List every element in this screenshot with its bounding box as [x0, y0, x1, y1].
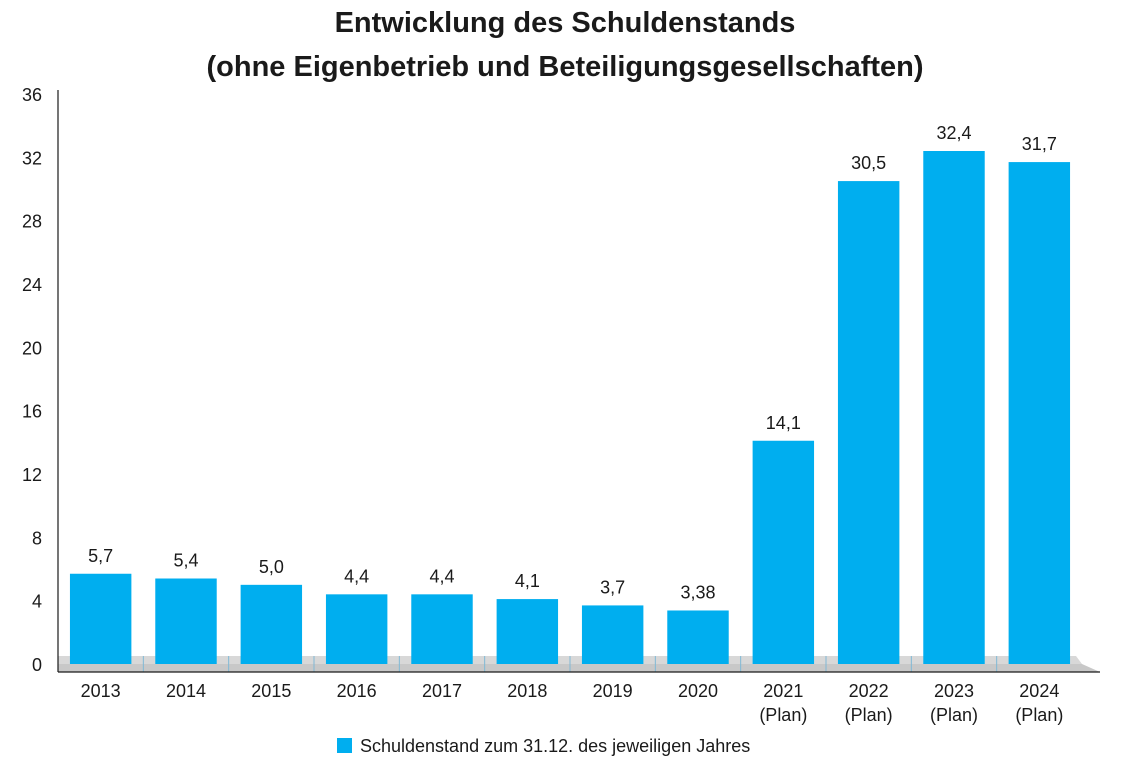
x-tick-label: 2018	[507, 681, 547, 701]
chart-title: Entwicklung des Schuldenstands	[335, 7, 796, 39]
x-tick-label: 2014	[166, 681, 206, 701]
data-label: 5,7	[88, 546, 113, 566]
y-tick-label: 36	[22, 85, 42, 105]
x-tick-label: 2024	[1019, 681, 1059, 701]
bar	[667, 610, 729, 664]
y-tick-label: 28	[22, 212, 42, 232]
bar	[155, 578, 217, 664]
y-tick-label: 16	[22, 402, 42, 422]
data-label: 4,4	[429, 566, 454, 586]
bar	[581, 605, 644, 664]
data-label: 32,4	[936, 123, 971, 143]
bar	[69, 573, 132, 664]
bar	[923, 151, 985, 664]
bar	[837, 181, 900, 665]
data-label: 3,38	[680, 582, 715, 602]
data-label: 5,4	[173, 551, 198, 571]
x-tick-label: 2013	[81, 681, 121, 701]
bar	[325, 594, 388, 664]
bar	[1008, 162, 1071, 665]
x-tick-label: 2015	[251, 681, 291, 701]
x-tick-label: 2016	[337, 681, 377, 701]
y-tick-label: 0	[32, 655, 42, 675]
bars-group: 5,7 5,4 5,0 4,4 4,4 4,1 3,7 3,38 14,1 30,5 32,4 31,…	[69, 123, 1071, 665]
legend-swatch	[337, 738, 352, 753]
x-tick-label: 2023	[934, 681, 974, 701]
data-label: 4,4	[344, 566, 369, 586]
x-tick-label: 2022	[849, 681, 889, 701]
x-tick-label: 2017	[422, 681, 462, 701]
x-tick-label: 2021	[763, 681, 803, 701]
data-label: 14,1	[766, 413, 801, 433]
y-tick-label: 24	[22, 275, 42, 295]
chart-floor	[58, 656, 1100, 672]
data-label: 3,7	[600, 577, 625, 597]
legend-label: Schuldenstand zum 31.12. des jeweiligen …	[360, 736, 750, 756]
x-tick-note: (Plan)	[1015, 705, 1063, 725]
x-tick-note: (Plan)	[930, 705, 978, 725]
x-tick-label: 2019	[593, 681, 633, 701]
y-tick-label: 12	[22, 465, 42, 485]
legend: Schuldenstand zum 31.12. des jeweiligen …	[337, 736, 750, 756]
y-tick-label: 32	[22, 148, 42, 168]
bar	[496, 599, 559, 664]
bar	[240, 584, 303, 664]
floor-front	[58, 664, 1100, 672]
data-label: 5,0	[259, 557, 284, 577]
x-tick-note: (Plan)	[845, 705, 893, 725]
data-label: 4,1	[515, 571, 540, 591]
bar	[411, 594, 473, 664]
x-tick-label: 2020	[678, 681, 718, 701]
x-tick-note: (Plan)	[759, 705, 807, 725]
y-tick-label: 4	[32, 592, 42, 612]
bar	[752, 440, 815, 664]
data-label: 30,5	[851, 153, 886, 173]
data-label: 31,7	[1022, 134, 1057, 154]
chart-subtitle: (ohne Eigenbetrieb und Beteiligungsgesel…	[206, 51, 923, 83]
y-tick-label: 20	[22, 338, 42, 358]
y-tick-label: 8	[32, 528, 42, 548]
